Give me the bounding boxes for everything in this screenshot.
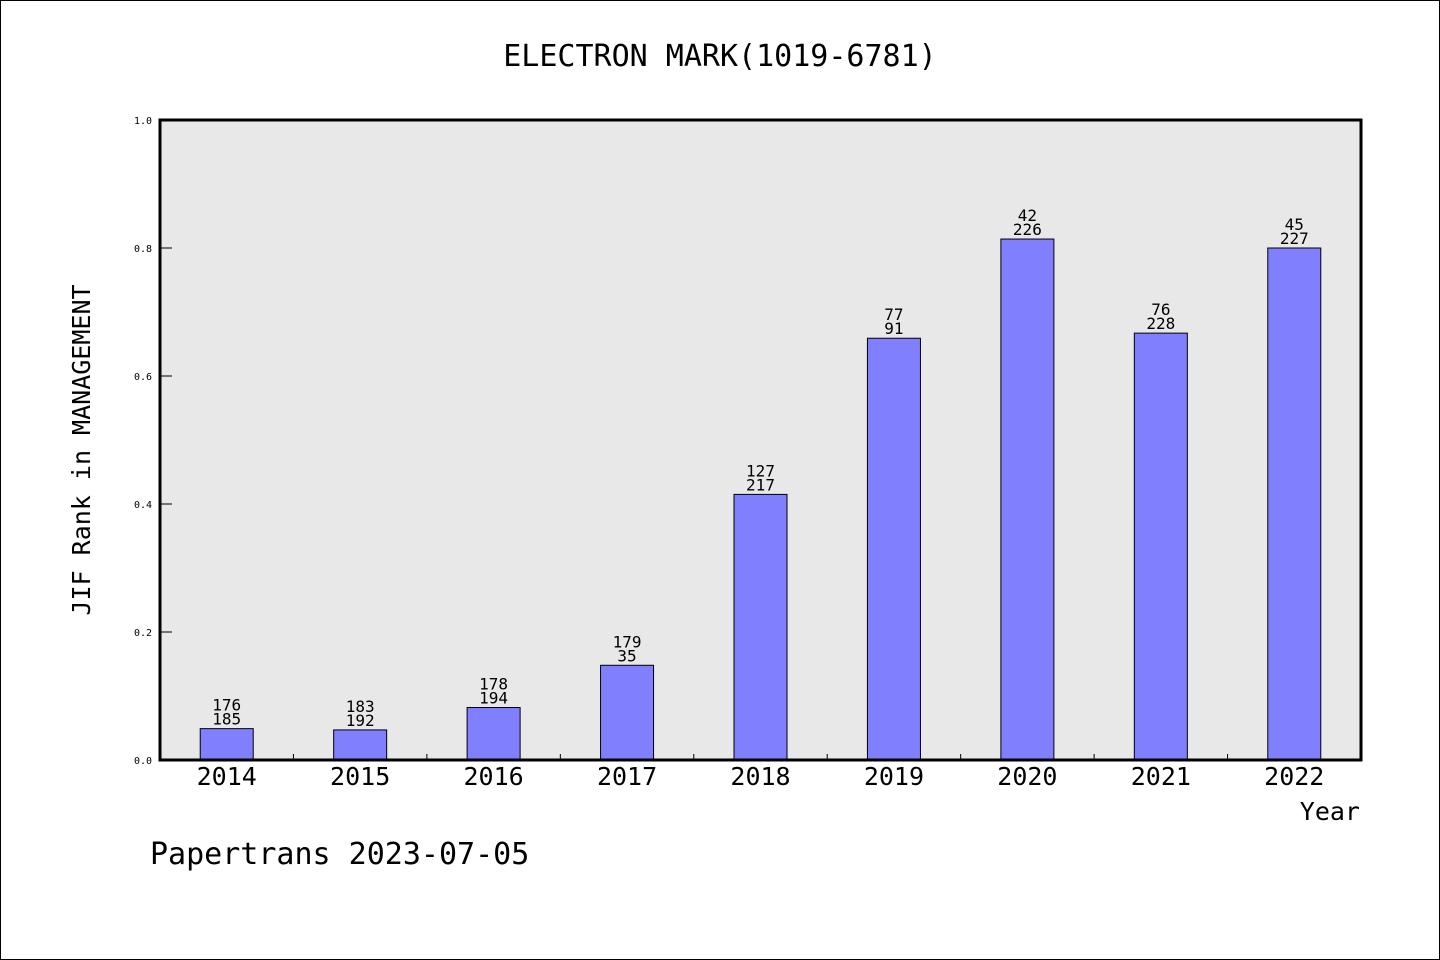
x-tick-label-2020: 2020 [997,762,1057,791]
x-axis-label: Year [1300,797,1360,826]
x-tick-label-2022: 2022 [1264,762,1324,791]
x-tick-label-2015: 2015 [330,762,390,791]
data-label-top-2015: 183 [346,697,375,716]
data-label-top-2017: 179 [613,632,642,651]
bar-2020 [1000,238,1055,761]
bar-2022 [1267,247,1322,761]
x-tick-label-2016: 2016 [464,762,524,791]
data-label-top-2016: 178 [479,675,508,694]
data-label-bottom-2017: 35 [617,646,636,665]
bar-2017 [600,664,655,761]
data-label-top-2018: 127 [746,461,775,480]
y-tick-label-0.4: 0.4 [134,500,152,511]
data-label-bottom-2018: 217 [746,475,775,494]
bars-group [199,238,1322,761]
x-tick-label-2018: 2018 [730,762,790,791]
y-tick-label-0.8: 0.8 [134,244,152,255]
y-axis-label: JIF Rank in MANAGEMENT [67,284,96,615]
data-label-bottom-2015: 192 [346,711,375,730]
data-label-bottom-2014: 185 [212,710,241,729]
data-label-bottom-2020: 226 [1013,220,1042,239]
bar-2018 [733,493,788,761]
data-label-top-2014: 176 [212,696,241,715]
y-tick-label-0.6: 0.6 [134,372,152,383]
data-label-top-2019: 77 [884,305,903,324]
y-tick-label-1.0: 1.0 [134,116,152,127]
x-tick-label-2021: 2021 [1131,762,1191,791]
data-label-bottom-2016: 194 [479,689,508,708]
y-tick-label-0.0: 0.0 [134,756,152,767]
bar-2021 [1133,332,1188,761]
data-label-bottom-2021: 228 [1146,314,1175,333]
bar-2015 [333,729,388,761]
data-label-top-2022: 45 [1285,215,1304,234]
bar-2016 [466,707,521,761]
bar-2019 [866,337,921,761]
footer-text: Papertrans 2023-07-05 [150,837,529,872]
y-tick-label-0.2: 0.2 [134,628,152,639]
plot-border [158,118,1363,762]
bar-2014 [199,728,254,761]
x-axis: 2014 2015 2016 2017 2018 2019 2020 2021 2022 [197,754,1324,791]
data-label-top-2020: 42 [1018,206,1037,225]
x-tick-label-2014: 2014 [197,762,257,791]
x-tick-label-2017: 2017 [597,762,657,791]
x-tick-label-2019: 2019 [864,762,924,791]
data-label-top-2021: 76 [1151,300,1170,319]
data-label-bottom-2019: 91 [884,319,903,338]
data-label-bottom-2022: 227 [1280,229,1309,248]
chart-title: ELECTRON MARK(1019-6781) [503,39,936,74]
